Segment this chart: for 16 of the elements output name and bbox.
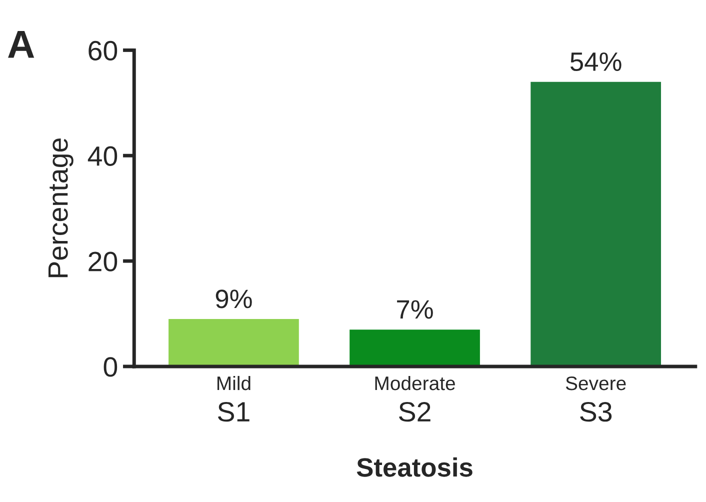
bar: [530, 82, 662, 366]
y-tick-label: 40: [88, 146, 118, 166]
x-axis-title: Steatosis: [356, 457, 472, 477]
data-label: 54%: [570, 52, 622, 72]
x-tick-label: Moderate S2: [375, 376, 455, 422]
x-tick-label: Severe S3: [566, 376, 626, 422]
y-tick-label: 0: [104, 357, 118, 377]
x-tick-label: Mild S1: [217, 376, 250, 422]
data-label: 7%: [397, 300, 433, 319]
y-axis-title: Percentage: [48, 138, 74, 278]
bar: [168, 319, 299, 366]
y-tick-label: 60: [88, 40, 118, 61]
data-label: 9%: [216, 290, 252, 308]
bar: [350, 330, 480, 366]
text: A: [8, 30, 34, 58]
y-tick-label: 20: [88, 252, 118, 272]
